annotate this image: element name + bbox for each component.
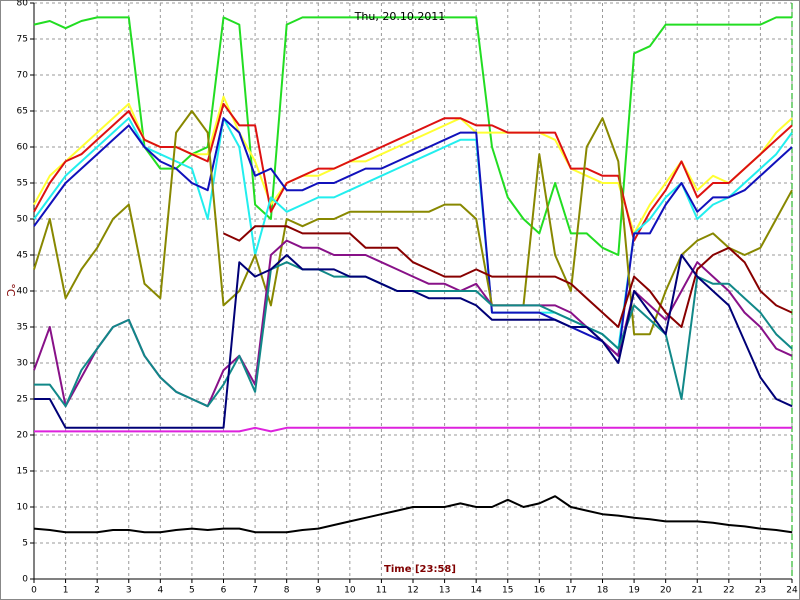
x-tick-label: 11 [376,586,387,596]
lines-layer [33,16,793,534]
x-tick-label: 20 [660,586,672,596]
y-tick-label: 15 [17,467,28,477]
y-tick-label: 10 [17,503,29,513]
x-tick-label: 23 [755,586,766,596]
series-line [33,117,793,357]
y-tick-label: 60 [17,143,29,153]
x-tick-label: 8 [284,586,290,596]
y-tick-label: 75 [17,35,28,45]
series-line [33,495,793,534]
x-tick-label: 3 [126,586,132,596]
x-tick-label: 4 [157,586,163,596]
x-tick-label: 16 [534,586,546,596]
y-tick-label: 80 [17,0,29,9]
y-tick-label: 45 [17,251,28,261]
labels-layer: Thu, 20.10.2011 Time [23:58] °C 05101520… [4,0,798,596]
series-line [33,16,792,256]
x-tick-label: 6 [221,586,227,596]
series-line [33,102,793,242]
x-tick-label: 7 [252,586,258,596]
series-line [33,110,793,336]
y-tick-label: 40 [17,287,29,297]
x-tick-label: 1 [63,586,69,596]
y-tick-label: 25 [17,395,28,405]
x-tick-label: 10 [344,586,356,596]
chart-title: Thu, 20.10.2011 [354,10,446,23]
x-tick-label: 0 [31,586,37,596]
y-axis-label: °C [4,283,17,297]
series-line [34,254,793,429]
series-line [34,426,792,433]
y-tick-label: 55 [17,179,28,189]
x-axis-label: Time [23:58] [384,564,456,575]
y-tick-label: 0 [22,575,28,585]
y-tick-label: 5 [22,539,28,549]
x-tick-label: 22 [723,586,734,596]
x-tick-label: 19 [628,586,640,596]
x-tick-label: 17 [565,586,576,596]
y-tick-label: 20 [17,431,29,441]
x-tick-label: 9 [315,586,321,596]
x-tick-label: 18 [597,586,609,596]
y-tick-label: 30 [17,359,29,369]
x-tick-label: 13 [439,586,450,596]
x-tick-label: 2 [94,586,100,596]
y-tick-label: 70 [17,71,29,81]
x-tick-label: 14 [470,586,482,596]
y-tick-label: 35 [17,323,28,333]
y-tick-label: 50 [17,215,29,225]
x-tick-label: 24 [786,586,798,596]
series-line [33,117,793,350]
x-tick-label: 12 [407,586,418,596]
y-tick-label: 65 [17,107,28,117]
x-tick-label: 15 [502,586,513,596]
series-line [223,225,793,328]
x-tick-label: 21 [692,586,703,596]
x-tick-label: 5 [189,586,195,596]
